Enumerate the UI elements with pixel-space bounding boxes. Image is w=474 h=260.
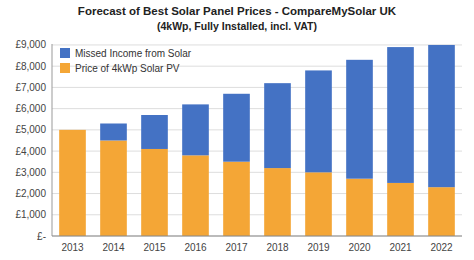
title: Forecast of Best Solar Panel Prices - Co… xyxy=(78,5,397,17)
bar-segment xyxy=(223,162,250,236)
bar-segment xyxy=(264,168,291,236)
bar-segment xyxy=(387,47,414,183)
grid-line xyxy=(52,44,462,45)
legend-swatch xyxy=(60,63,70,73)
x-tick-label: 2016 xyxy=(184,242,207,253)
x-tick-label: 2015 xyxy=(143,242,166,253)
y-tick-label: £4,000 xyxy=(15,146,46,157)
bar-segment xyxy=(428,45,455,187)
bar-segment xyxy=(264,83,291,168)
y-tick-label: £5,000 xyxy=(15,124,46,135)
y-tick-label: £3,000 xyxy=(15,167,46,178)
bar-segment xyxy=(59,129,86,130)
y-tick-label: £1,000 xyxy=(15,209,46,220)
y-tick-label: £2,000 xyxy=(15,188,46,199)
bar-segment xyxy=(141,115,168,149)
bar-segment xyxy=(305,70,332,172)
bar-segment xyxy=(100,140,127,236)
bar-segment xyxy=(387,183,414,236)
y-tick-label: £7,000 xyxy=(15,82,46,93)
bar-segment xyxy=(100,123,127,140)
legend: Missed Income from Solar Price of 4kWp So… xyxy=(60,48,192,74)
legend-label: Missed Income from Solar xyxy=(75,48,192,59)
x-axis-line xyxy=(52,236,462,237)
bars xyxy=(59,45,455,236)
legend-swatch xyxy=(60,48,70,58)
chart: Forecast of Best Solar Panel Prices - Co… xyxy=(0,0,474,260)
bar-segment xyxy=(428,187,455,236)
bar-segment xyxy=(182,155,209,236)
bar-segment xyxy=(223,94,250,162)
x-tick-label: 2013 xyxy=(61,242,84,253)
bar-segment xyxy=(141,149,168,236)
y-tick-label: £- xyxy=(37,231,46,242)
bar-segment xyxy=(182,104,209,155)
x-tick-label: 2014 xyxy=(102,242,125,253)
grid-line xyxy=(52,236,462,237)
x-tick-label: 2017 xyxy=(225,242,248,253)
x-tick-label: 2021 xyxy=(389,242,412,253)
legend-label: Price of 4kWp Solar PV xyxy=(75,63,180,74)
subtitle: (4kWp, Fully Installed, incl. VAT) xyxy=(157,20,317,32)
grid xyxy=(52,45,462,236)
x-tick-label: 2018 xyxy=(266,242,289,253)
x-tick-label: 2020 xyxy=(348,242,371,253)
y-tick-label: £9,000 xyxy=(15,39,46,50)
bar-segment xyxy=(59,130,86,236)
bar-segment xyxy=(305,172,332,236)
bar-segment xyxy=(346,179,373,236)
x-tick-label: 2019 xyxy=(307,242,330,253)
x-tick-label: 2022 xyxy=(430,242,453,253)
y-axis-line xyxy=(52,44,53,236)
y-tick-label: £8,000 xyxy=(15,61,46,72)
bar-segment xyxy=(346,60,373,179)
y-tick-label: £6,000 xyxy=(15,103,46,114)
